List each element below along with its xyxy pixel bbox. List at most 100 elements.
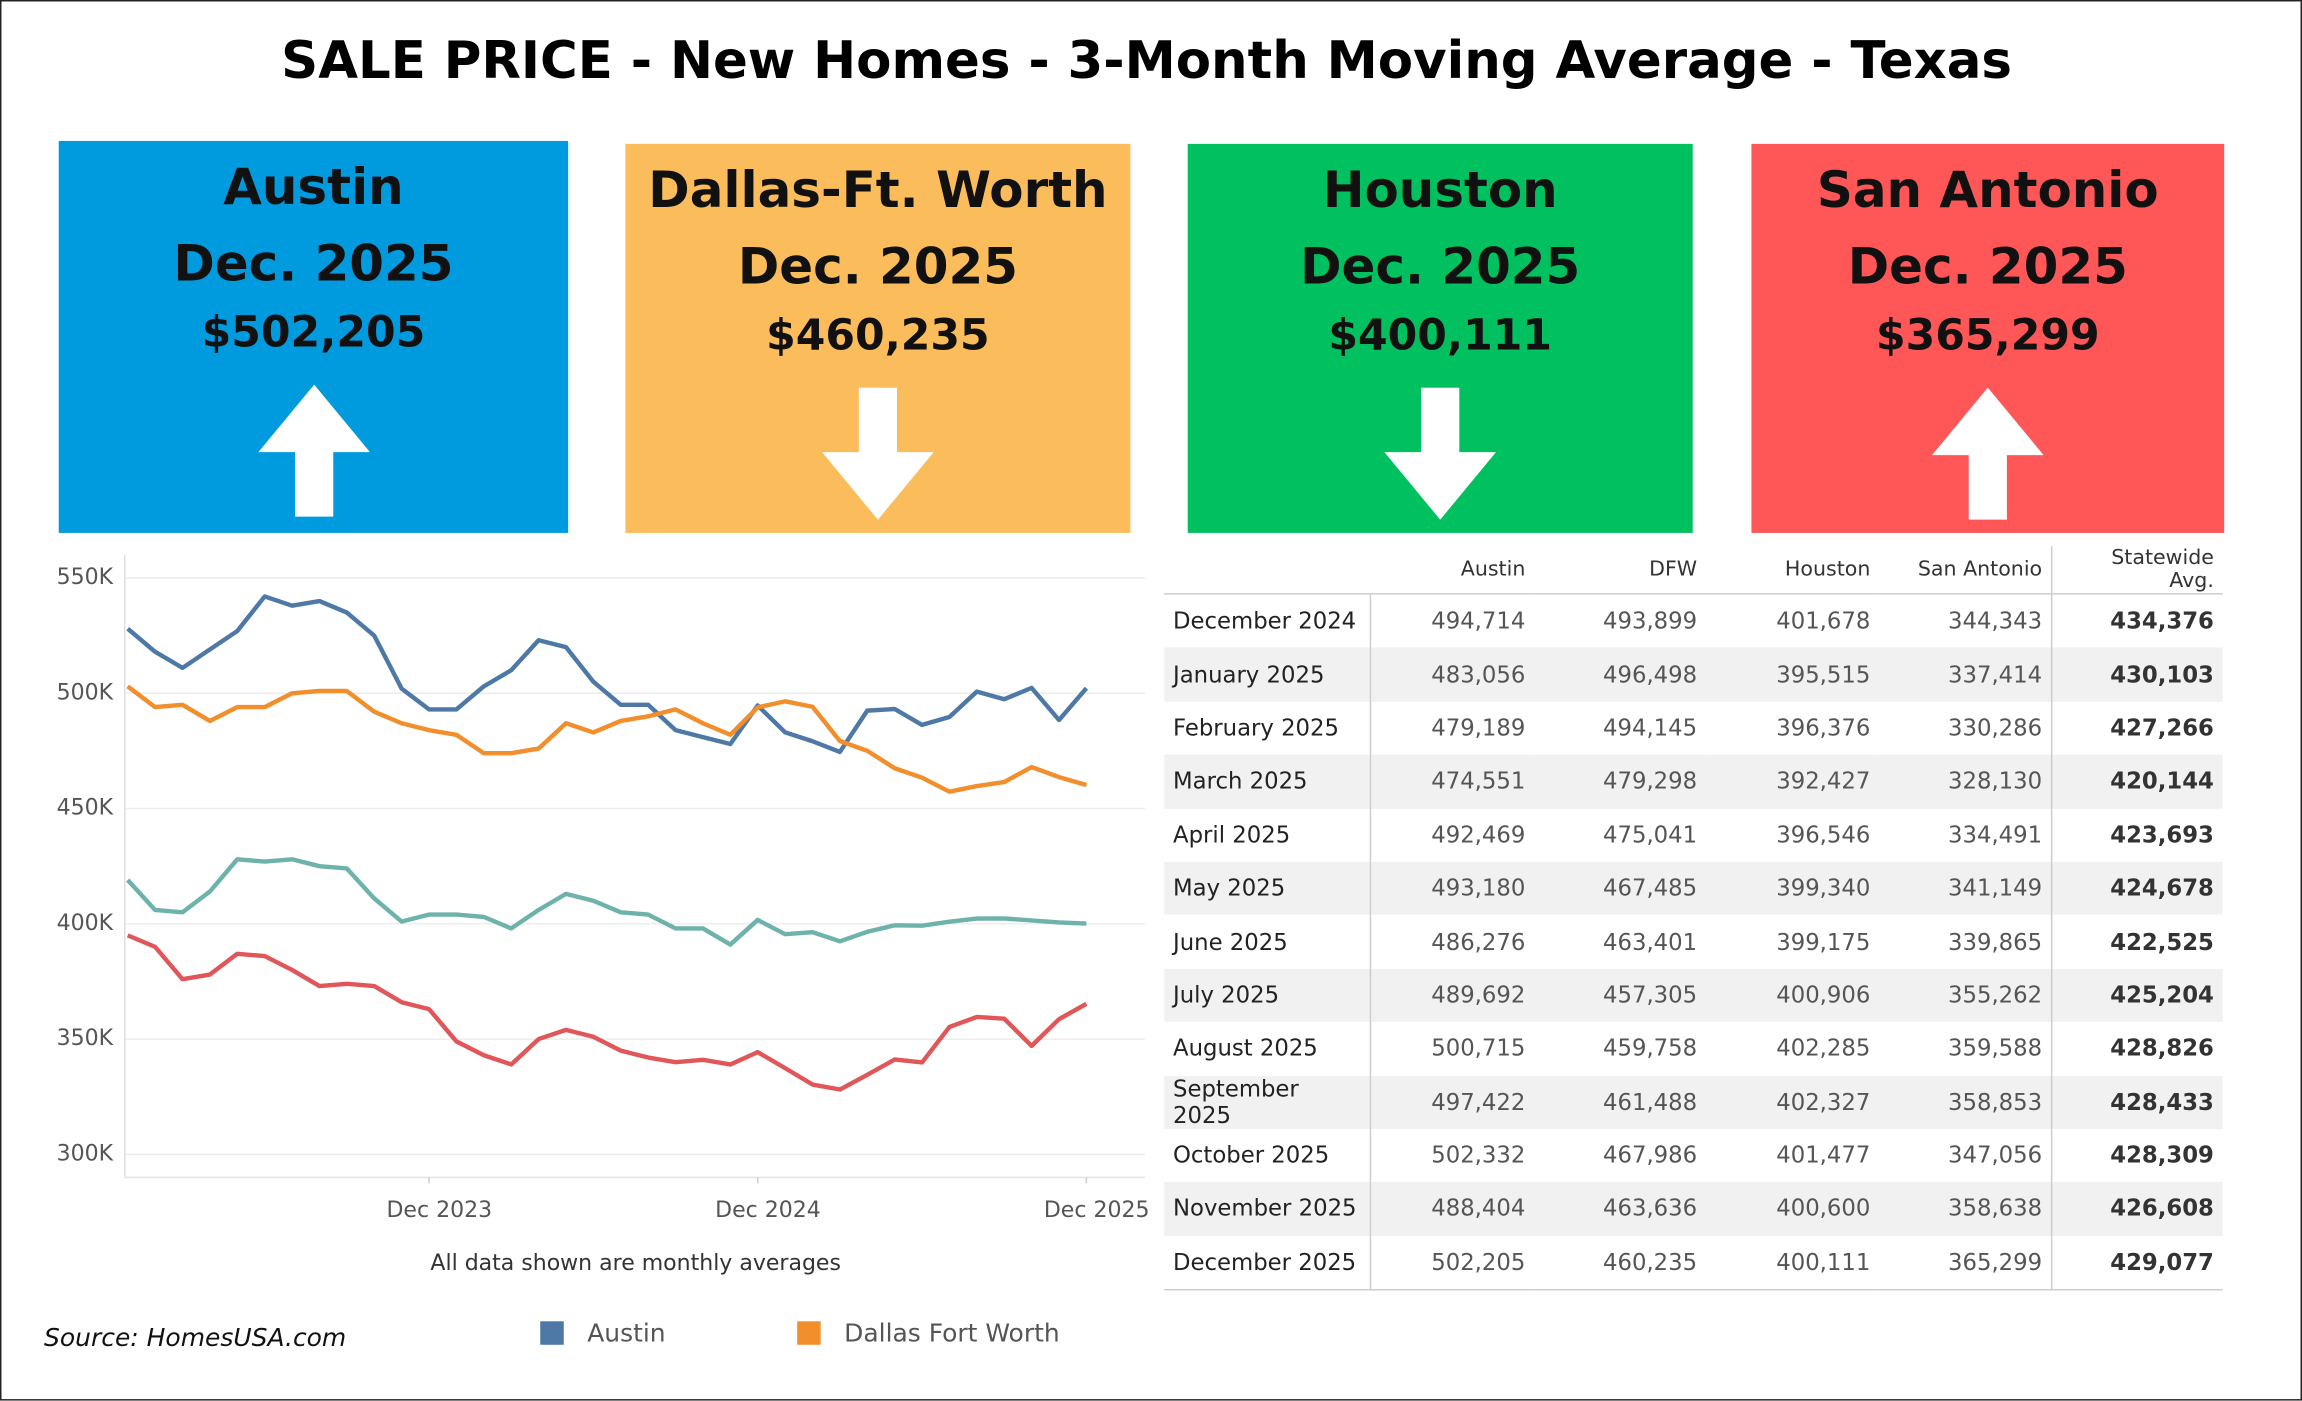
cell-value: 500,715 (1431, 1035, 1526, 1062)
table-row: November 2025 488,404 463,636 400,600 358,63… (1164, 1182, 2223, 1236)
row-label: December 2024 (1164, 593, 1371, 649)
cell-value: 457,305 (1534, 968, 1706, 1022)
row-label: January 2025 (1164, 648, 1371, 702)
cell-value: 339,865 (1948, 928, 2043, 956)
table-row: March 2025 474,551 479,298 392,427 328,130 42… (1164, 754, 2223, 809)
cell-value: 502,332 (1431, 1142, 1526, 1169)
table-row: July 2025 489,692 457,305 400,906 355,262 425… (1164, 968, 2223, 1022)
table-row: May 2025 493,180 467,485 399,340 341,149 424,… (1164, 861, 2223, 916)
legend-swatch (540, 1321, 564, 1345)
arrow-shape (822, 387, 934, 520)
cell-value: 334,491 (1948, 821, 2043, 849)
cell-value: 496,498 (1534, 648, 1706, 702)
card-city: Houston (1322, 161, 1558, 221)
cell-value: 494,714 (1431, 608, 1526, 635)
cell-value: 423,693 (2050, 808, 2223, 862)
y-tick-label: 450K (57, 796, 114, 821)
cell-value: 488,404 (1369, 1182, 1535, 1236)
legend-swatch (797, 1321, 821, 1345)
row-label: March 2025 (1164, 754, 1371, 809)
table-row: September 2025 497,422 461,488 402,327 358,8… (1164, 1075, 2223, 1129)
card-value: $400,111 (1328, 309, 1552, 360)
trend-arrow (1384, 387, 1496, 520)
row-label: May 2025 (1164, 861, 1371, 916)
cell-value: 358,853 (1879, 1075, 2052, 1129)
card-date: Dec. 2025 (737, 237, 1018, 297)
kpi-card: Houston Dec. 2025 $400,111 (1187, 143, 1693, 533)
cell-value: 400,111 (1705, 1235, 1880, 1291)
cell-value: 428,309 (2050, 1128, 2223, 1183)
table-row: October 2025 502,332 467,986 401,477 347,056… (1164, 1128, 2223, 1183)
column-header: Austin (1369, 546, 1535, 595)
card-value: $365,299 (1876, 309, 2100, 360)
card-city: San Antonio (1816, 161, 2159, 221)
column-header: DFW (1534, 546, 1706, 595)
cell-value: 486,276 (1431, 928, 1526, 956)
row-label: April 2025 (1164, 808, 1371, 862)
row-label: July 2025 (1164, 968, 1371, 1022)
cell-value: 420,144 (2050, 754, 2223, 809)
cell-value: 400,600 (1705, 1182, 1880, 1236)
cell-value: 492,469 (1431, 821, 1526, 849)
cell-value: 328,130 (1879, 754, 2052, 809)
cell-value: 497,422 (1369, 1075, 1535, 1129)
table-row: February 2025 479,189 494,145 396,376 330,28… (1164, 701, 2223, 755)
y-tick-label: 300K (57, 1141, 114, 1166)
cell-value: 467,485 (1534, 861, 1706, 916)
cell-value: 475,041 (1603, 821, 1698, 849)
column-header: San Antonio (1879, 546, 2052, 595)
trend-arrow (257, 384, 370, 517)
cell-value: 483,056 (1369, 648, 1535, 702)
series-line (126, 933, 1088, 1092)
cell-value: 463,636 (1534, 1182, 1706, 1236)
table-row: August 2025 500,715 459,758 402,285 359,588 4… (1164, 1021, 2223, 1076)
cell-value: 401,678 (1776, 608, 1871, 635)
cell-value: 425,204 (2050, 968, 2223, 1022)
legend-label: Austin (587, 1319, 665, 1348)
cell-value: 341,149 (1879, 861, 2052, 916)
x-axis-note: All data shown are monthly averages (430, 1251, 841, 1276)
header-spacer (1164, 546, 1370, 595)
cell-value: 502,205 (1369, 1235, 1535, 1291)
cell-value: 359,588 (1948, 1035, 2043, 1062)
cell-value: 460,235 (1534, 1235, 1706, 1291)
cell-value: 426,608 (2050, 1182, 2223, 1236)
arrow-shape (1384, 387, 1496, 520)
card-date: Dec. 2025 (1847, 237, 2128, 297)
page-title: SALE PRICE - New Homes - 3-Month Moving … (281, 32, 2012, 92)
column-header: Statewide Avg. (2050, 546, 2223, 595)
cell-value: 493,899 (1603, 608, 1698, 635)
cell-value: 402,327 (1705, 1075, 1880, 1129)
x-tick-label: Dec 2025 (1044, 1198, 1150, 1223)
table-row: April 2025 492,469 475,041 396,546 334,491 42… (1164, 808, 2223, 862)
row-label: November 2025 (1164, 1182, 1371, 1236)
cell-value: 479,189 (1431, 714, 1526, 742)
trend-arrow (822, 387, 934, 520)
table-row: June 2025 486,276 463,401 399,175 339,865 422… (1164, 915, 2223, 969)
row-label: October 2025 (1164, 1128, 1371, 1183)
cell-value: 463,401 (1603, 928, 1698, 956)
cell-value: 402,285 (1776, 1035, 1871, 1062)
y-tick-label: 500K (57, 680, 114, 705)
table-row: December 2025 502,205 460,235 400,111 365,29… (1164, 1235, 2223, 1291)
cell-value: 337,414 (1879, 648, 2052, 702)
row-label: September 2025 (1164, 1075, 1371, 1129)
cell-value: 399,340 (1705, 861, 1880, 916)
table-row: January 2025 483,056 496,498 395,515 337,414… (1164, 648, 2223, 702)
kpi-card: Dallas-Ft. Worth Dec. 2025 $460,235 (625, 143, 1131, 533)
y-tick-label: 550K (57, 565, 114, 590)
cell-value: 330,286 (1948, 714, 2043, 742)
y-tick-label: 400K (57, 911, 114, 936)
cell-value: 344,343 (1948, 608, 2043, 635)
header-row: Austin DFW Houston San Antonio Statewide Avg… (1164, 546, 2223, 595)
cell-value: 474,551 (1369, 754, 1535, 809)
data-table: Austin DFW Houston San Antonio Statewide Avg… (1164, 546, 2223, 1291)
cell-value: 347,056 (1948, 1142, 2043, 1169)
card-date: Dec. 2025 (173, 234, 454, 294)
column-header: Houston (1705, 546, 1880, 595)
cell-value: 459,758 (1603, 1035, 1698, 1062)
cell-value: 395,515 (1705, 648, 1880, 702)
cell-value: 494,145 (1603, 714, 1698, 742)
cell-value: 399,175 (1776, 928, 1871, 956)
